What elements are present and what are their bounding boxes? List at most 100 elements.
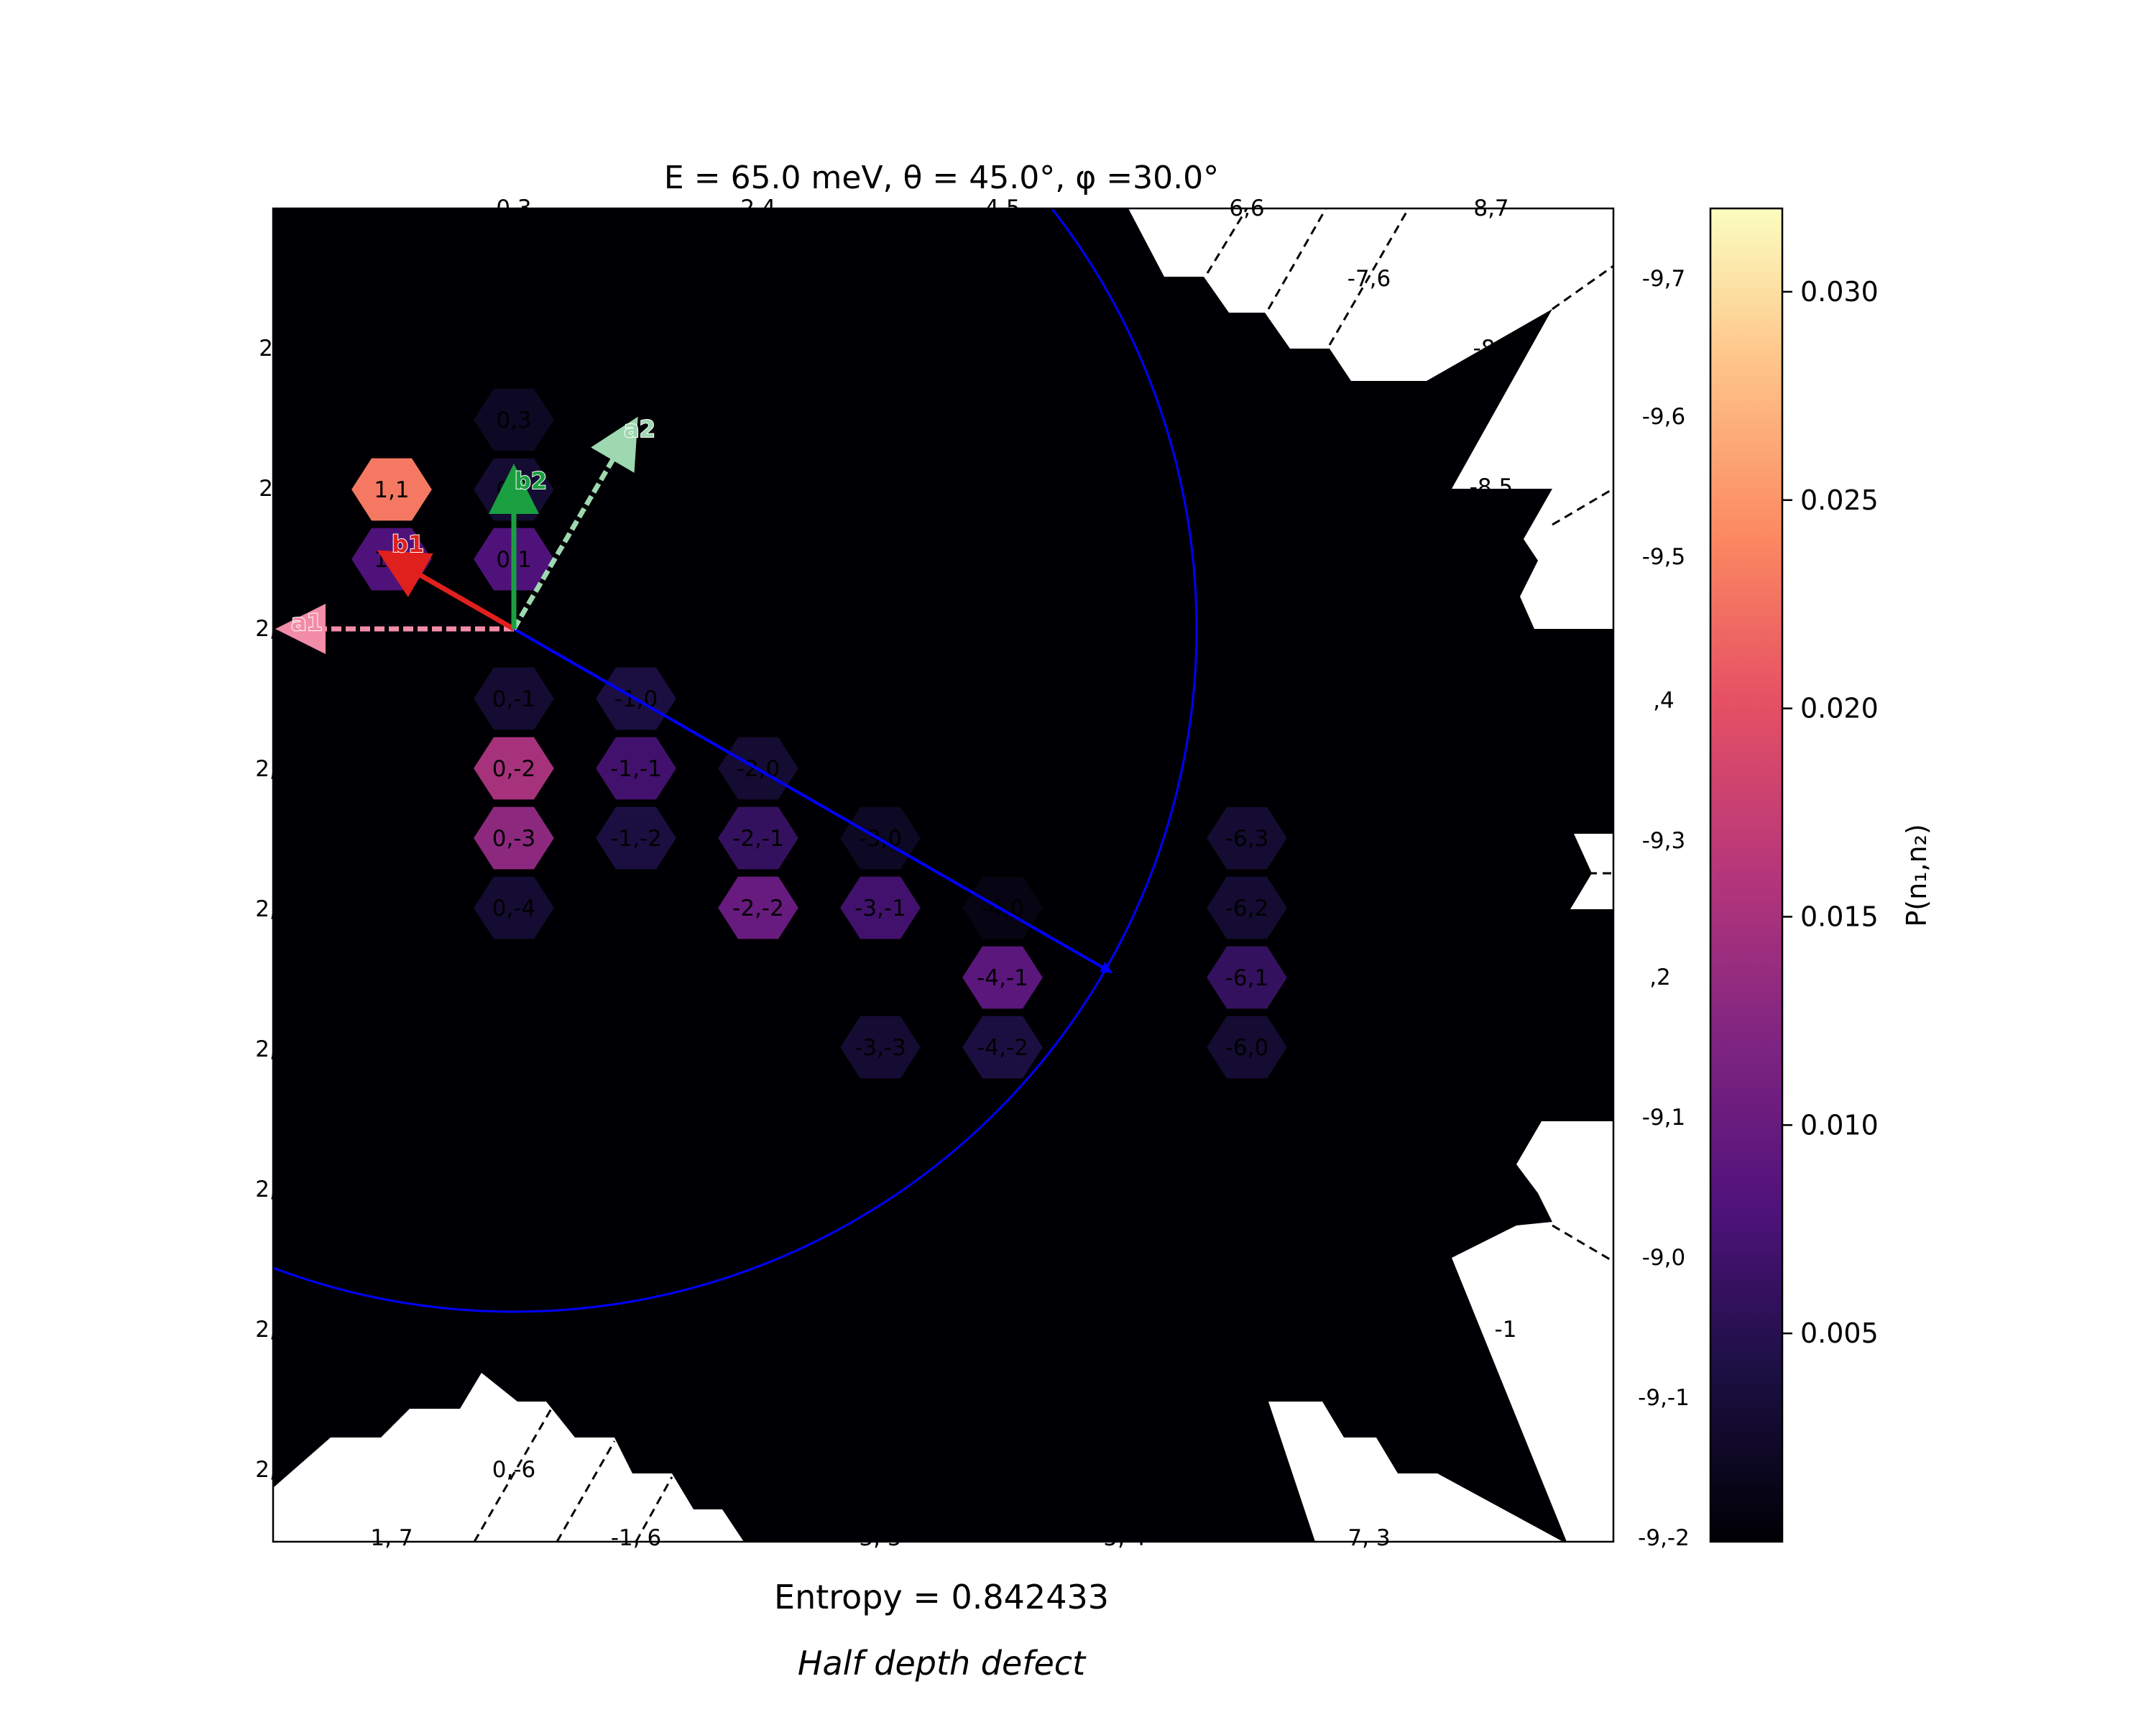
chart-title: E = 65.0 meV, θ = 45.0°, φ =30.0° — [664, 160, 1219, 196]
hex-cell — [1204, 1014, 1289, 1080]
hex-cell-label: -1,-1 — [610, 756, 662, 782]
blank-region-bottom-right — [1452, 1121, 1613, 1542]
edge-label: 2, — [255, 1457, 277, 1483]
edge-label: -8, — [1473, 336, 1503, 362]
edge-label: 2, — [255, 1036, 277, 1062]
vector-a2-label: a2 — [624, 415, 655, 443]
hex-cell-label: 0,-3 — [492, 826, 536, 852]
plot-area: 0,11,10,20,31,00,-1-1,0-1,-1-2,0-2,-1-3,… — [273, 208, 1613, 1542]
hex-cell — [716, 875, 801, 941]
edge-label: -8, — [1473, 1457, 1503, 1483]
colorbar-tick-label: 0.015 — [1800, 901, 1879, 932]
hex-cell-label: -4,-2 — [977, 1035, 1028, 1061]
hex-cell — [960, 1014, 1045, 1080]
hex-cell-label: 1,1 — [374, 477, 409, 503]
colorbar-tick-label: 0.005 — [1800, 1317, 1879, 1349]
hex-cell-label: -3,-1 — [854, 896, 906, 921]
vector-b1-arrow — [377, 550, 515, 632]
edge-label: -1, 6 — [611, 1525, 661, 1551]
boundary-lines — [473, 208, 1613, 1542]
hex-cell-label: -6,0 — [1225, 1035, 1269, 1061]
edge-label: ,2 — [1649, 965, 1671, 990]
subtitle: Half depth defect — [798, 1644, 1087, 1683]
hex-cells: 0,11,10,20,31,00,-1-1,0-1,-1-2,0-2,-1-3,… — [349, 387, 1289, 1080]
hex-cell — [471, 735, 556, 801]
hex-cell — [1204, 805, 1289, 871]
hex-cell — [471, 805, 556, 871]
colorbar-tick-label: 0.020 — [1800, 693, 1879, 724]
hex-cell-label: -2,-2 — [732, 896, 784, 921]
colorbar-label: P(n₁,n₂) — [1901, 824, 1932, 926]
edge-labels: 0,3 2,4 4,5 6,6 8,7 -7,6 -9,7 -8, -9,6 -8,5 -9,5 ,4… — [255, 196, 1690, 1551]
edge-label: 4,5 — [985, 196, 1020, 221]
colorbar-tick-label: 0.010 — [1800, 1109, 1879, 1141]
edge-label: -9,1 — [1642, 1105, 1686, 1131]
hex-cell — [716, 805, 801, 871]
hex-cell-label: -2,-1 — [732, 826, 784, 852]
edge-label: 8,7 — [1473, 196, 1508, 221]
colorbar-tick-label: 0.025 — [1800, 484, 1879, 516]
edge-label: -9,3 — [1642, 828, 1686, 854]
ewald-circle — [273, 208, 1198, 1313]
hex-cell — [471, 875, 556, 941]
hex-cell-label: -6,2 — [1225, 896, 1269, 921]
edge-label: 0,-6 — [492, 1457, 536, 1483]
vector-a1-label: a1 — [291, 609, 323, 636]
hex-cell-label: -6,1 — [1225, 965, 1269, 991]
hex-cell — [594, 805, 678, 871]
edge-label: ,-6 — [377, 1385, 407, 1411]
hex-cell — [594, 735, 678, 801]
hex-cell — [471, 666, 556, 732]
edge-label: -9,0 — [1642, 1245, 1686, 1271]
hex-cell-label: -6,3 — [1225, 826, 1269, 852]
edge-label: 0,3 — [496, 196, 531, 221]
hex-cell — [838, 1014, 923, 1080]
edge-label: -1 — [1495, 1317, 1517, 1343]
edge-label: ,4 — [1653, 688, 1674, 714]
edge-label: -8,5 — [1470, 474, 1514, 500]
hex-cell-label: 0,3 — [496, 408, 531, 433]
edge-label: 2, — [255, 756, 277, 782]
hex-cell-label: -1,-2 — [610, 826, 662, 852]
hex-cell — [960, 875, 1045, 941]
hex-cell-label: 0,-4 — [492, 896, 536, 921]
vector-b1-label: b1 — [392, 530, 424, 558]
blank-region-bottom-mid — [1268, 1402, 1563, 1542]
blank-region-right-notch — [1570, 834, 1613, 909]
radius-arrowhead — [1100, 962, 1112, 973]
edge-label: 2, — [255, 616, 277, 642]
hex-cell — [349, 456, 434, 523]
edge-label: 3, 5 — [859, 1525, 901, 1551]
edge-label: -9,-2 — [1638, 1525, 1690, 1551]
colorbar-gradient — [1709, 207, 1784, 1543]
vector-a2-arrow — [511, 416, 638, 630]
edge-label: 7, 3 — [1348, 1525, 1390, 1551]
vector-b2-label: b2 — [515, 467, 547, 494]
colorbar-tick-label: 0.030 — [1800, 276, 1879, 308]
hex-cell — [838, 875, 923, 941]
hex-cell — [471, 387, 556, 453]
edge-label: -9,7 — [1642, 266, 1686, 292]
edge-label: -9,5 — [1642, 544, 1686, 570]
edge-label: 2, — [255, 896, 277, 922]
edge-label: 2, — [259, 336, 280, 362]
edge-label: 2, — [255, 1177, 277, 1202]
hex-cell — [960, 944, 1045, 1011]
colorbar-ticks: 0.005 0.010 0.015 0.020 0.025 0.030 — [1782, 276, 1879, 1349]
entropy-text: Entropy = 0.842433 — [774, 1578, 1109, 1616]
edge-label: 6,6 — [1229, 196, 1264, 221]
edge-label: 2, — [255, 1317, 277, 1343]
blank-region-right-mid — [1520, 489, 1613, 629]
edge-label: -9,6 — [1642, 404, 1686, 430]
edge-label: 2,4 — [740, 196, 775, 221]
hex-cell — [1204, 875, 1289, 941]
edge-label: 2, — [259, 476, 280, 502]
edge-label: 1, 7 — [370, 1525, 413, 1551]
blank-region-top-right — [1128, 208, 1613, 489]
blank-region-bottom-left — [273, 1373, 744, 1542]
ewald-radius — [513, 627, 1111, 973]
plot-frame — [272, 207, 1615, 1543]
hex-cell — [1204, 944, 1289, 1011]
lattice-vectors — [275, 416, 638, 654]
